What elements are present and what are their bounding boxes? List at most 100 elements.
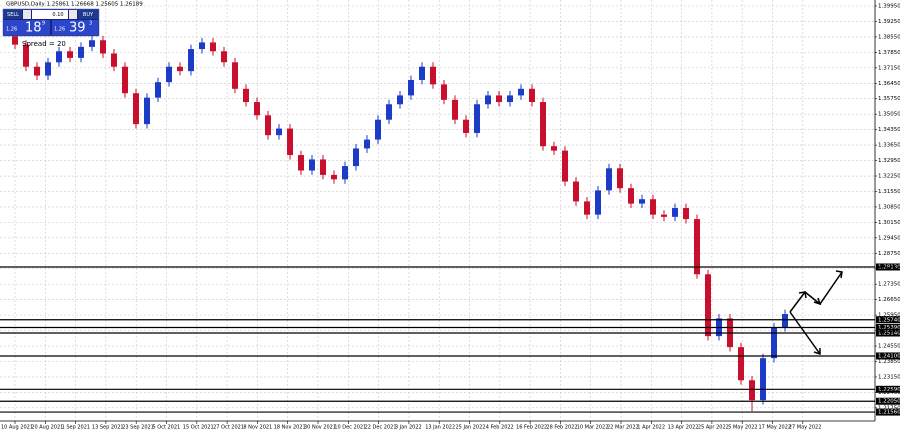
y-tick-label: 1.22450 (878, 390, 900, 396)
candle-body (78, 46, 84, 58)
arrow-head (798, 291, 807, 299)
x-tick-label: 1 Apr 2022 (637, 425, 665, 431)
y-tick-label: 1.34350 (878, 127, 900, 133)
x-tick-label: 20 Aug 2021 (31, 425, 63, 431)
sell-big: 1.26 (6, 27, 17, 33)
y-tick-label: 1.30850 (878, 204, 900, 210)
y-tick-label: 1.38550 (878, 34, 900, 40)
candle-body (188, 49, 194, 72)
y-tick-label: 1.27350 (878, 282, 900, 288)
sell-price-box[interactable] (4, 20, 50, 35)
candle-body (496, 95, 502, 103)
level-label-bg (876, 316, 900, 324)
y-tick-label: 1.39950 (878, 4, 900, 10)
level-label: 1.22590 (878, 387, 900, 393)
candle-body (617, 168, 623, 189)
buy-button[interactable] (78, 10, 98, 19)
candle-body (386, 104, 392, 120)
y-tick-label: 1.39250 (878, 19, 900, 25)
level-label-bg (876, 323, 900, 331)
candle-body (155, 82, 161, 98)
candle-body (683, 208, 689, 220)
level-label: 1.24100 (878, 353, 900, 359)
sell-button[interactable] (4, 10, 22, 19)
candle-body (639, 199, 645, 204)
candle-body (353, 148, 359, 167)
candle-body (232, 62, 238, 89)
candle-body (485, 95, 491, 105)
candle-body (276, 128, 282, 136)
level-label: 1.28130 (878, 264, 900, 270)
x-tick-label: 18 Nov 2021 (274, 425, 306, 431)
y-tick-label: 1.28050 (878, 266, 900, 272)
candle-body (705, 274, 711, 337)
candle-body (749, 380, 755, 401)
y-tick-label: 1.37850 (878, 50, 900, 56)
candle-body (122, 66, 128, 94)
level-label: 1.21560 (878, 410, 900, 416)
candle-body (694, 219, 700, 275)
sell-sup: 9 (42, 21, 45, 27)
candle-body (375, 119, 381, 140)
grid (0, 0, 875, 421)
candle-body (320, 159, 326, 175)
x-tick-label: 3 Jan 2022 (395, 425, 422, 431)
y-tick-label: 1.31550 (878, 189, 900, 195)
level-label: 1.22050 (878, 399, 900, 405)
arrow-down-path (789, 311, 821, 355)
y-tick-label: 1.30150 (878, 220, 900, 226)
candle-body (111, 53, 117, 67)
level-label: 1.25140 (878, 331, 900, 337)
candle-body (144, 97, 150, 125)
y-tick-label: 1.33650 (878, 143, 900, 149)
candle-body (430, 66, 436, 85)
symbol-line: GBPUSD,Daily 1.25861 1.26668 1.25605 1.2… (6, 2, 143, 8)
candle-body (584, 201, 590, 215)
x-tick-label: 10 Aug 2021 (1, 425, 33, 431)
y-tick-label: 1.23850 (878, 359, 900, 365)
buy-price-box[interactable] (52, 20, 98, 35)
candle-body (551, 146, 557, 151)
x-tick-label: 22 Mar 2022 (607, 425, 639, 431)
y-tick-label: 1.32250 (878, 174, 900, 180)
candle-body (56, 51, 62, 63)
lot-up[interactable] (69, 10, 77, 19)
buy-price: 39 (69, 21, 86, 36)
level-label-bg (876, 397, 900, 405)
candle-body (243, 88, 249, 103)
candle-body (34, 66, 40, 76)
candle-body (408, 79, 414, 96)
candle-body (573, 181, 579, 202)
x-tick-label: 23 Sep 2021 (122, 425, 154, 431)
x-tick-label: 8 Nov 2021 (243, 425, 272, 431)
x-tick-label: 13 Apr 2022 (668, 425, 699, 431)
candle-body (518, 88, 524, 96)
arrow-head (813, 348, 821, 356)
x-tick-label: 16 Feb 2022 (516, 425, 547, 431)
y-tick-label: 1.35750 (878, 96, 900, 102)
y-tick-label: 1.23150 (878, 374, 900, 380)
candle-body (12, 35, 18, 45)
x-tick-label: 22 Dec 2021 (365, 425, 397, 431)
arrow-head (835, 270, 843, 279)
candle-body (661, 214, 667, 217)
candle-body (452, 99, 458, 120)
candle-body (650, 199, 656, 215)
lot-down[interactable] (23, 10, 31, 19)
level-label: 1.25390 (878, 325, 900, 331)
lot-input[interactable] (32, 10, 68, 19)
candle-body (309, 159, 315, 171)
level-label-bg (876, 385, 900, 393)
trade-panel: SELL 0.10 BUY 1.26 18 9 1.26 39 3 Spread… (2, 8, 100, 48)
candle-body (595, 190, 601, 215)
candle-body (265, 115, 271, 136)
candle-body (606, 168, 612, 191)
candle-body (67, 51, 73, 58)
level-label-bg (876, 329, 900, 337)
x-tick-label: 27 Oct 2021 (213, 425, 244, 431)
candle-body (89, 40, 95, 47)
x-tick-label: 17 May 2022 (759, 425, 792, 431)
